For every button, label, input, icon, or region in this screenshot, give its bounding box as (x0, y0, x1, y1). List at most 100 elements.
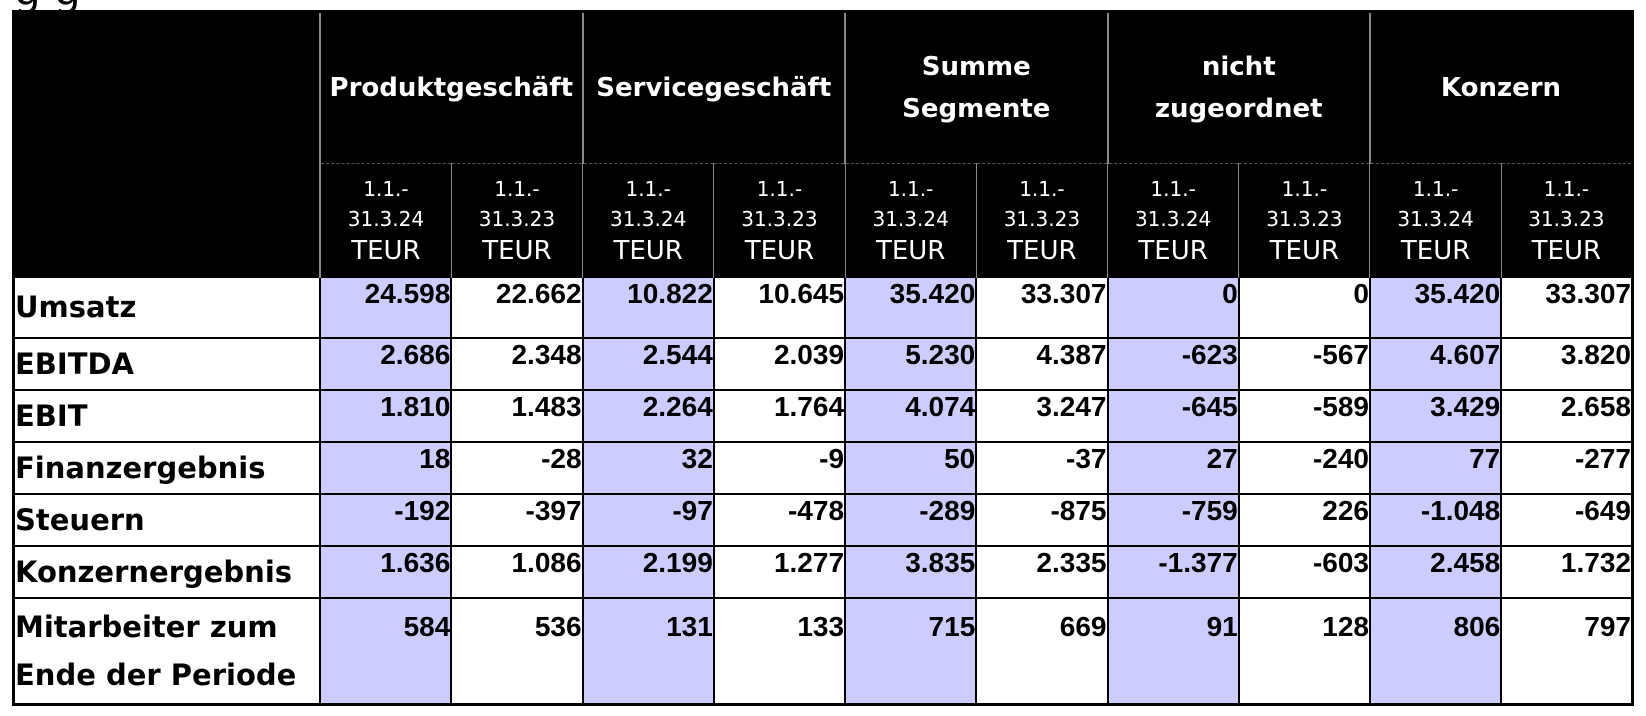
segment-header-label: Produktgeschäft (329, 73, 574, 103)
segment-header-nicht: nicht zugeordnet (1106, 11, 1371, 164)
segment-report-table: Produktgeschäft Servicegeschäft Summe Segme… (12, 10, 1634, 706)
value-cell: 2.458 (1368, 545, 1502, 599)
value-cell: 2.335 (975, 545, 1108, 599)
period-date-text: 1.1.- (1543, 176, 1590, 201)
value-cell: 128 (1237, 597, 1370, 705)
period-date-text: 31.3.23 (1528, 206, 1605, 231)
period-date-text: 31.3.23 (1266, 206, 1343, 231)
value-cell: -289 (844, 493, 977, 547)
period-date-text: 1.1.- (756, 176, 803, 201)
period-date-text: 1.1.- (494, 176, 540, 201)
value-cell: 77 (1368, 442, 1502, 495)
segment-header-label: Segmente (902, 94, 1051, 124)
unit-label: TEUR (613, 235, 683, 266)
value-cell: -645 (1106, 390, 1239, 444)
unit-label: TEUR (1400, 235, 1471, 266)
period-date-text: 31.3.24 (347, 206, 425, 231)
value-cell: -478 (712, 493, 846, 547)
value-cell: 0 (1237, 277, 1370, 340)
value-cell: 226 (1237, 493, 1370, 547)
value-cell: 35.420 (1368, 277, 1502, 340)
value-cell: -28 (450, 442, 583, 495)
period-header-produkt-prior: 1.1.- 31.3.23 TEUR (450, 163, 584, 278)
value-cell: -759 (1106, 493, 1239, 547)
period-header-nicht-prior: 1.1.- 31.3.23 TEUR (1238, 163, 1371, 278)
table-row-ebitda: EBITDA 2.686 2.348 2.544 2.039 5.230 4.387 -623… (13, 338, 1633, 392)
unit-label: TEUR (482, 235, 552, 266)
period-date-text: 31.3.24 (609, 206, 687, 231)
row-label-konzernergebnis: Konzernergebnis (13, 545, 322, 599)
value-cell: -37 (975, 442, 1108, 495)
value-cell: 10.645 (712, 277, 846, 340)
value-cell: -649 (1500, 493, 1633, 547)
value-cell: 2.686 (319, 338, 452, 392)
segment-header-label: nicht (1201, 52, 1276, 82)
value-cell: -397 (450, 493, 583, 547)
value-cell: 2.039 (712, 338, 846, 392)
row-label-text: EBIT (15, 399, 88, 434)
period-date-text: 1.1.- (887, 176, 934, 201)
value-cell: 10.822 (581, 277, 714, 340)
period-header-service-prior: 1.1.- 31.3.23 TEUR (713, 163, 846, 278)
corner-header-cell (13, 11, 322, 278)
row-label-mitarbeiter: Mitarbeiter zum Ende der Periode (13, 597, 322, 705)
segment-header-label: Summe (921, 52, 1031, 82)
segment-header-label: zugeordnet (1154, 94, 1323, 124)
value-cell: 2.544 (581, 338, 714, 392)
value-cell: 24.598 (319, 277, 452, 340)
period-header-nicht-current: 1.1.- 31.3.24 TEUR (1106, 163, 1240, 278)
row-label-steuern: Steuern (13, 493, 322, 547)
value-cell: 3.820 (1500, 338, 1633, 392)
table-row-ebit: EBIT 1.810 1.483 2.264 1.764 4.074 3.247 -645 -5… (13, 390, 1633, 444)
value-cell: 1.764 (712, 390, 846, 444)
value-cell: 536 (450, 597, 583, 705)
row-label-text: EBITDA (15, 347, 135, 382)
value-cell: 27 (1106, 442, 1239, 495)
value-cell: -875 (975, 493, 1108, 547)
segment-header-summe: Summe Segmente (844, 11, 1109, 164)
period-date-text: 31.3.24 (1397, 206, 1474, 231)
value-cell: -277 (1500, 442, 1633, 495)
segment-header-row: Produktgeschäft Servicegeschäft Summe Segme… (13, 11, 1634, 278)
unit-label: TEUR (875, 235, 946, 266)
unit-label: TEUR (1269, 235, 1340, 266)
value-cell: -567 (1237, 338, 1370, 392)
value-cell: 18 (319, 442, 452, 495)
row-label-text: Konzernergebnis (15, 554, 293, 589)
value-cell: 2.348 (450, 338, 583, 392)
value-cell: 715 (844, 597, 977, 705)
value-cell: 806 (1368, 597, 1502, 705)
value-cell: -589 (1237, 390, 1370, 444)
value-cell: 3.429 (1368, 390, 1502, 444)
row-label-text: Steuern (15, 502, 145, 537)
segment-header-label: Konzern (1440, 73, 1562, 103)
row-label-ebitda: EBITDA (13, 338, 322, 392)
value-cell: 2.658 (1500, 390, 1633, 444)
value-cell: 131 (581, 597, 714, 705)
value-cell: 4.074 (844, 390, 977, 444)
value-cell: 3.247 (975, 390, 1108, 444)
segment-header-produkt: Produktgeschäft (319, 11, 584, 164)
value-cell: 133 (712, 597, 846, 705)
row-label-ebit: EBIT (13, 390, 322, 444)
value-cell: 4.387 (975, 338, 1108, 392)
period-date-text: 31.3.23 (741, 206, 818, 231)
value-cell: 1.810 (319, 390, 452, 444)
period-date-text: 1.1.- (1281, 176, 1328, 201)
value-cell: 5.230 (844, 338, 977, 392)
unit-label: TEUR (1531, 235, 1602, 266)
table-row-mitarbeiter: Mitarbeiter zum Ende der Periode 584 536 131… (13, 597, 1633, 705)
value-cell: 1.636 (319, 545, 452, 599)
period-date-text: 31.3.23 (1003, 206, 1081, 231)
row-label-text: Umsatz (15, 290, 137, 325)
period-date-text: 31.3.24 (1134, 206, 1212, 231)
value-cell: 50 (844, 442, 977, 495)
value-cell: 33.307 (1500, 277, 1633, 340)
unit-label: TEUR (1007, 235, 1077, 266)
period-date-text: 31.3.24 (872, 206, 949, 231)
period-header-service-current: 1.1.- 31.3.24 TEUR (582, 163, 715, 278)
value-cell: 2.199 (581, 545, 714, 599)
value-cell: 584 (319, 597, 452, 705)
period-date-text: 1.1.- (1019, 176, 1065, 201)
period-header-summe-current: 1.1.- 31.3.24 TEUR (844, 163, 977, 278)
